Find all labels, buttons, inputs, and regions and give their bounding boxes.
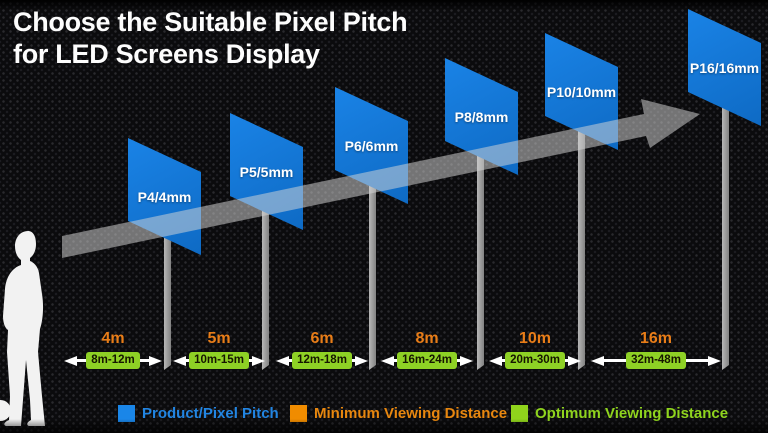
- min-distance-label: 8m: [415, 330, 439, 347]
- arrowhead-right-icon: [708, 355, 721, 366]
- optimum-distance-badge: 8m-12m: [86, 351, 140, 370]
- arrowhead-right-icon: [460, 355, 473, 366]
- arrowhead-right-icon: [355, 355, 368, 366]
- arrowhead-left-icon: [381, 355, 394, 366]
- optimum-distance-badge: 16m-24m: [397, 351, 457, 370]
- range-arrow: 12m-18m: [276, 351, 368, 370]
- arrowhead-left-icon: [173, 355, 186, 366]
- arrowhead-left-icon: [64, 355, 77, 366]
- title-line-1: Choose the Suitable Pixel Pitch: [13, 7, 408, 37]
- arrowhead-right-icon: [149, 355, 162, 366]
- min-distance-label: 10m: [518, 330, 552, 347]
- arrow-line: [685, 359, 708, 362]
- person-silhouette: [3, 231, 45, 426]
- page-title: Choose the Suitable Pixel Pitch for LED …: [13, 7, 408, 70]
- optimum-distance-badge: 32m-48m: [626, 351, 686, 370]
- legend-swatch-orange: [290, 405, 307, 422]
- arrowhead-left-icon: [489, 355, 502, 366]
- range-arrow: 10m-15m: [173, 351, 265, 370]
- title-line-2: for LED Screens Display: [13, 38, 320, 69]
- min-distance-label: 5m: [207, 330, 231, 347]
- range-arrow: 32m-48m: [591, 351, 721, 370]
- legend-swatch-green: [511, 405, 528, 422]
- legend-label: Product/Pixel Pitch: [142, 405, 279, 422]
- arrow-line: [77, 359, 87, 362]
- distance-segment-4m: 4m 8m-12m: [64, 330, 162, 370]
- range-arrow: 8m-12m: [64, 351, 162, 370]
- range-arrow: 20m-30m: [489, 351, 581, 370]
- distance-segment-16m: 16m 32m-48m: [591, 330, 721, 370]
- distance-segment-5m: 5m 10m-15m: [173, 330, 265, 370]
- legend-item-min-distance: Minimum Viewing Distance: [290, 405, 507, 422]
- distance-segment-10m: 10m 20m-30m: [489, 330, 581, 370]
- legend-swatch-blue: [118, 405, 135, 422]
- arrowhead-right-icon: [252, 355, 265, 366]
- arrow-line: [604, 359, 627, 362]
- arrowhead-right-icon: [568, 355, 581, 366]
- min-distance-label: 16m: [639, 330, 673, 347]
- distance-segment-8m: 8m 16m-24m: [381, 330, 473, 370]
- optimum-distance-badge: 12m-18m: [292, 351, 352, 370]
- arrow-line: [139, 359, 149, 362]
- optimum-distance-badge: 20m-30m: [505, 351, 565, 370]
- legend-item-pixel-pitch: Product/Pixel Pitch: [118, 405, 279, 422]
- min-distance-label: 6m: [310, 330, 334, 347]
- legend-item-optimum-distance: Optimum Viewing Distance: [511, 405, 728, 422]
- legend-label: Minimum Viewing Distance: [314, 405, 508, 422]
- legend-label: Optimum Viewing Distance: [535, 405, 729, 422]
- optimum-distance-badge: 10m-15m: [189, 351, 249, 370]
- range-arrow: 16m-24m: [381, 351, 473, 370]
- arrowhead-left-icon: [591, 355, 604, 366]
- distance-segment-6m: 6m 12m-18m: [276, 330, 368, 370]
- min-distance-label: 4m: [101, 330, 125, 347]
- arrowhead-left-icon: [276, 355, 289, 366]
